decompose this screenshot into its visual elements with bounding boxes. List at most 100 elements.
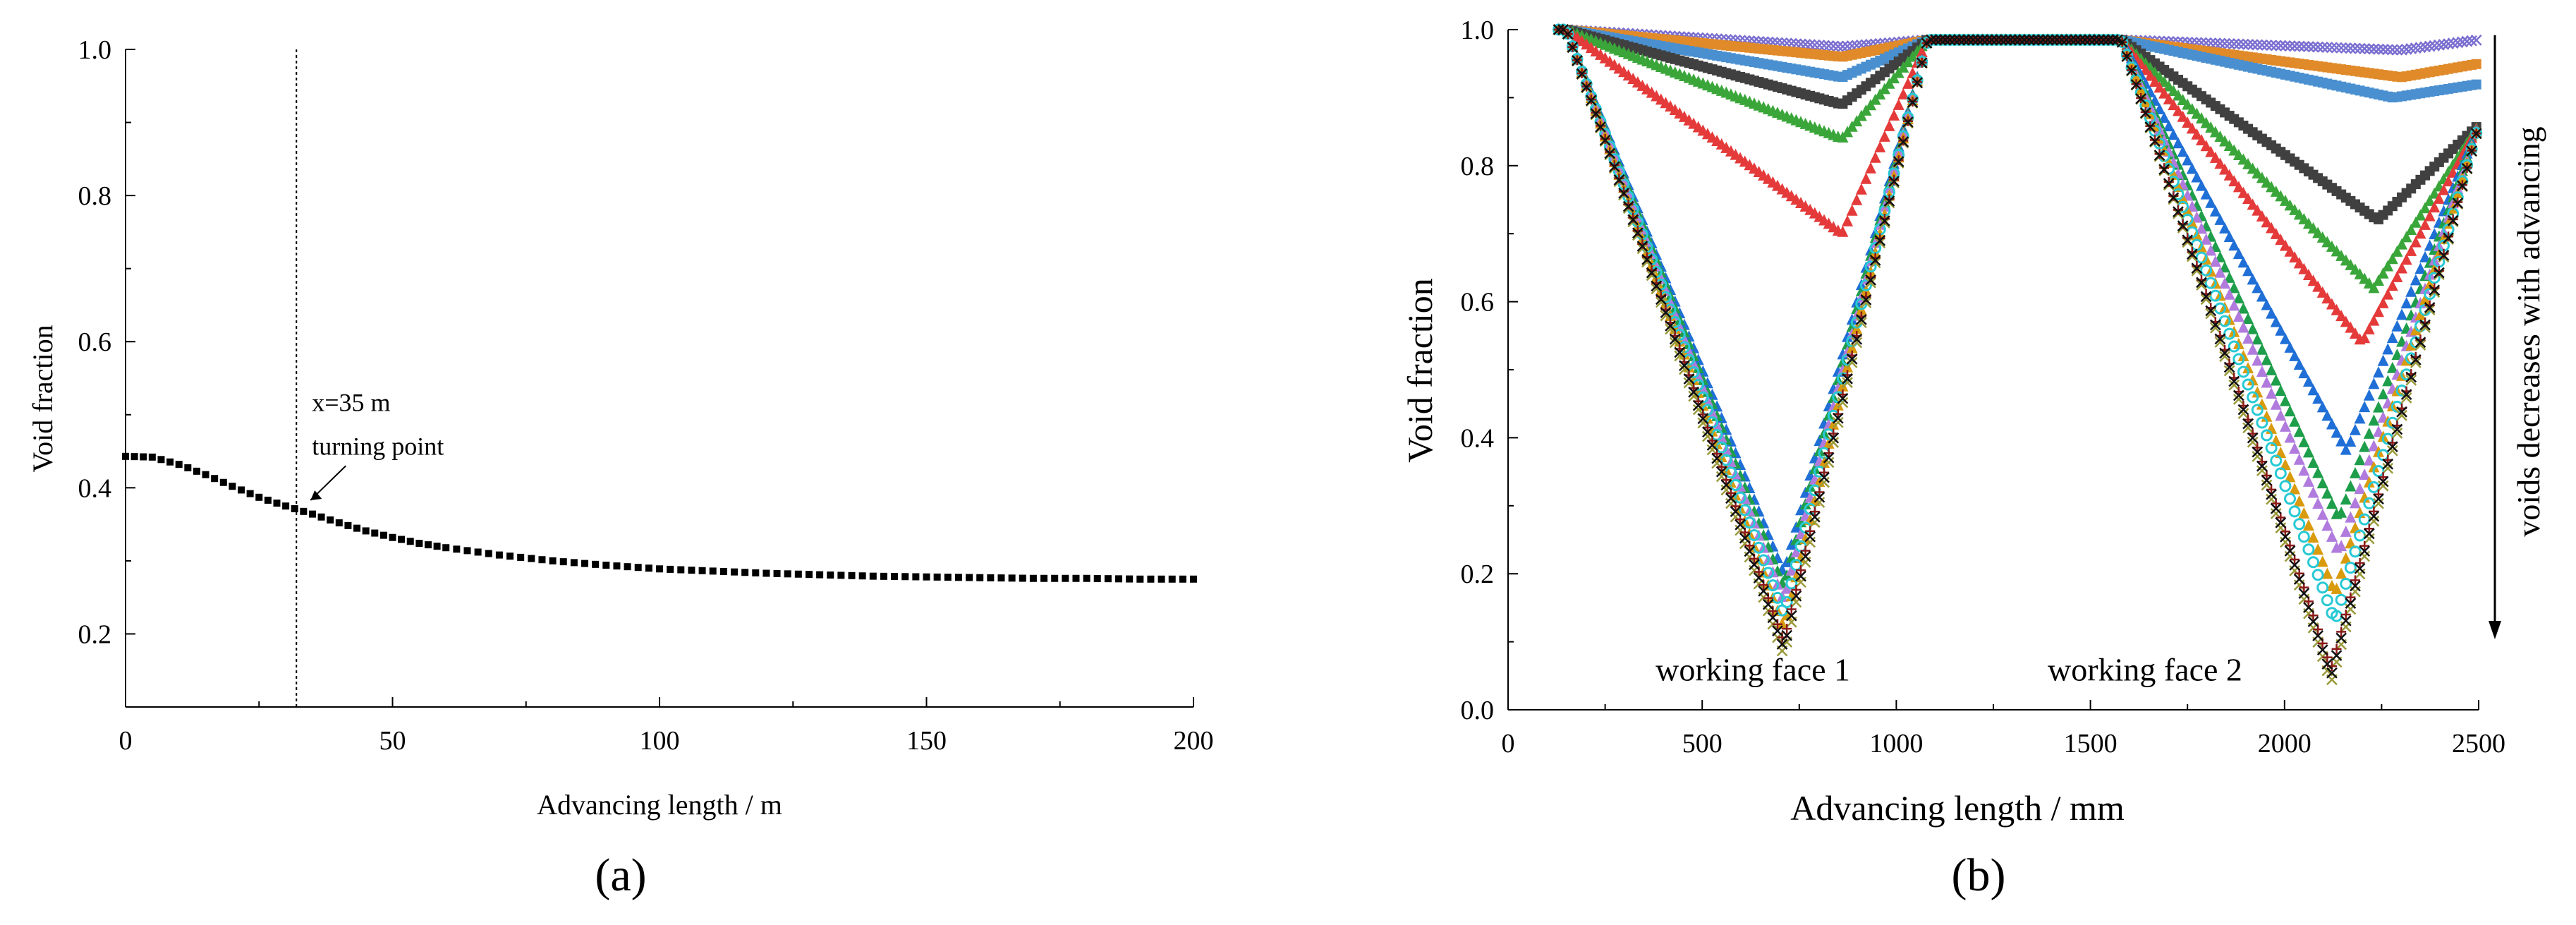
panel-a-data-point (327, 516, 334, 524)
panel-b-data-point (2014, 34, 2026, 46)
panel-b-data-point (2321, 42, 2333, 53)
panel-b-data-point (2340, 493, 2352, 505)
panel-b-data-point (2340, 552, 2352, 564)
panel-b-data-point (1795, 516, 1807, 528)
panel-b-data-point (2470, 35, 2482, 46)
panel-b-data-point (1669, 337, 1681, 349)
panel-b-data-point (2419, 294, 2431, 306)
panel-a-data-point (624, 563, 631, 571)
panel-b-data-point (2232, 291, 2244, 303)
panel-b-data-point (2228, 375, 2240, 387)
panel-b-data-point (2368, 282, 2380, 294)
panel-b-data-point (1711, 452, 1723, 464)
panel-a-data-point (858, 572, 866, 580)
panel-a-data-point (805, 571, 813, 579)
panel-b-data-point (2368, 377, 2380, 389)
panel-a-data-point (538, 556, 546, 564)
panel-b-y-tick-label: 0.6 (1461, 288, 1495, 318)
panel-b-data-point (2335, 540, 2347, 552)
panel-a-data-point (1179, 575, 1186, 583)
panel-b-data-point (2270, 227, 2282, 239)
panel-b-data-point (2139, 96, 2151, 108)
panel-b-data-point (2382, 260, 2394, 272)
panel-b-data-point (1926, 34, 1937, 46)
panel-b-data-point (2359, 550, 2371, 562)
panel-a-data-point (1062, 574, 1069, 582)
panel-b-data-point (2256, 39, 2268, 51)
panel-b-data-point (2228, 282, 2240, 294)
panel-b-data-point (1855, 313, 1867, 325)
panel-b-data-point (2396, 262, 2408, 274)
panel-a-data-point (880, 572, 887, 580)
panel-a-data-point (1040, 574, 1048, 582)
panel-b-data-point (1608, 150, 1620, 162)
panel-b-data-point (2270, 315, 2282, 327)
panel-b-data-point (2242, 313, 2254, 325)
panel-b-data-point (1860, 294, 1872, 306)
panel-b-x-tick-label: 1000 (1869, 729, 1923, 758)
panel-b-data-point (2135, 93, 2147, 104)
panel-b-data-point (1641, 253, 1653, 265)
panel-a-data-point (816, 571, 824, 579)
panel-b-data-point (2345, 42, 2357, 54)
panel-b-data-point (2247, 39, 2259, 51)
panel-b-data-point (2331, 426, 2343, 438)
panel-a-data-point (763, 569, 770, 577)
panel-b-data-point (2429, 40, 2441, 52)
panel-b-data-point (2382, 462, 2394, 474)
panel-b-data-point (2196, 279, 2207, 291)
panel-b-data-point (2219, 37, 2230, 49)
panel-b-data-point (1623, 199, 1634, 210)
panel-b-data-point (2209, 37, 2221, 49)
panel-b-data-point (2363, 528, 2375, 540)
panel-b-data-point (2461, 35, 2473, 47)
panel-b-data-point (1855, 317, 1867, 329)
panel-b-data-point (1842, 40, 1853, 52)
panel-b-data-point (2084, 34, 2096, 46)
panel-b-data-point (2316, 508, 2328, 520)
panel-b-data-point (2242, 362, 2254, 374)
panel-a-data-point (837, 572, 845, 579)
panel-b-data-point (2186, 122, 2198, 134)
panel-a-data-point (645, 564, 652, 572)
panel-b-data-point (2373, 43, 2384, 55)
panel-b-data-point (2266, 363, 2278, 375)
panel-a-data-point (371, 529, 379, 537)
panel-b-data-point (1851, 193, 1863, 205)
panel-a-data-point (453, 545, 461, 553)
panel-a-y-tick-label: 0.6 (78, 327, 112, 357)
panel-b-side-annotation: voids decreases with advancing (2510, 126, 2546, 536)
panel-b-data-point (1608, 161, 1620, 173)
panel-b-x-tick-label: 500 (1682, 729, 1723, 758)
panel-a-y-tick-label: 0.8 (78, 181, 112, 211)
panel-b-data-point (1683, 377, 1695, 389)
panel-b-data-point (2350, 580, 2361, 592)
panel-b-data-point (1786, 604, 1797, 615)
panel-b-data-point (1879, 215, 1890, 226)
panel-a-tick-labels: 0 50 100 150 200 0.2 0.4 0.6 0.8 1.0 (78, 35, 1214, 756)
panel-b-data-point (2298, 464, 2310, 476)
panel-b-data-point (2349, 327, 2361, 339)
panel-b-data-point (1692, 399, 1704, 411)
panel-b-data-point (2326, 418, 2338, 430)
panel-b-data-point (1860, 297, 1872, 308)
panel-a-data-point (954, 574, 962, 581)
panel-b-data-point (1614, 173, 1624, 183)
panel-b-data-point (2368, 43, 2380, 55)
panel-b-data-point (2405, 244, 2417, 256)
panel-b-data-point (2372, 465, 2385, 478)
panel-b-data-point (2345, 537, 2357, 549)
panel-b-data-point (2410, 353, 2422, 365)
panel-b-data-point (1897, 136, 1909, 147)
panel-b-data-point (2228, 299, 2240, 311)
panel-b-data-point (2280, 526, 2290, 537)
panel-a-label: (a) (595, 850, 646, 901)
panel-b-data-point (2438, 39, 2450, 50)
panel-b-data-point (1851, 337, 1863, 349)
panel-b-data-point (1818, 476, 1830, 488)
panel-a-data-point (184, 464, 192, 472)
panel-b-data-point (2368, 440, 2380, 452)
panel-b-plot-area (1553, 23, 2483, 686)
panel-b-data-point (2219, 351, 2230, 363)
panel-b-data-point (2177, 219, 2188, 229)
